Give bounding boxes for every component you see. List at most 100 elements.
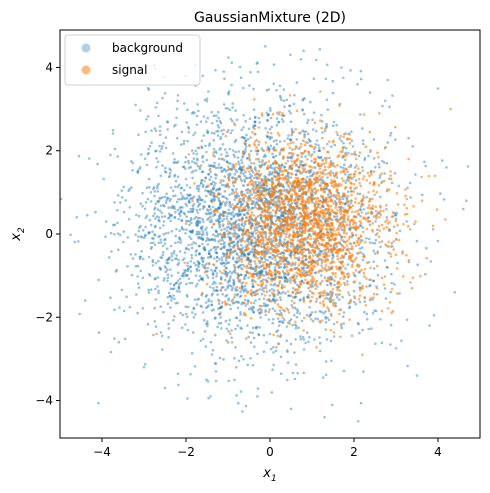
point-signal (280, 200, 283, 203)
point-background (254, 120, 257, 124)
point-background (295, 213, 298, 216)
point-background (212, 186, 215, 190)
point-background (244, 304, 248, 307)
point-background (244, 274, 247, 277)
point-background (211, 273, 215, 276)
point-background (229, 275, 232, 278)
point-background (222, 261, 226, 265)
point-signal (375, 214, 378, 218)
point-background (176, 185, 180, 188)
point-background (326, 283, 329, 287)
point-background (268, 255, 271, 259)
point-background (202, 233, 205, 236)
point-background (183, 102, 186, 105)
point-signal (362, 217, 365, 220)
point-background (239, 273, 243, 277)
point-signal (191, 199, 194, 203)
point-background (405, 318, 409, 322)
point-background (268, 179, 272, 182)
point-signal (338, 248, 341, 251)
point-signal (411, 276, 415, 280)
point-background (217, 157, 221, 160)
point-background (282, 88, 286, 91)
point-background (248, 117, 252, 120)
point-background (152, 186, 156, 189)
point-signal (372, 292, 376, 296)
point-background (192, 306, 195, 310)
point-signal (294, 261, 297, 265)
point-signal (287, 311, 291, 314)
point-background (209, 238, 213, 241)
point-background (240, 252, 244, 256)
point-signal (247, 232, 251, 235)
point-background (190, 281, 194, 285)
point-background (178, 277, 182, 281)
point-signal (372, 215, 376, 218)
point-background (424, 272, 427, 276)
point-background (310, 159, 313, 163)
point-signal (230, 203, 234, 206)
point-background (180, 186, 184, 189)
point-background (166, 258, 170, 261)
point-background (230, 288, 234, 292)
point-background (329, 339, 333, 343)
point-background (272, 346, 275, 349)
point-background (280, 313, 283, 317)
point-signal (366, 206, 370, 210)
point-background (248, 84, 251, 87)
point-signal (296, 218, 300, 221)
point-background (197, 187, 201, 190)
point-signal (406, 224, 410, 228)
point-background (243, 178, 246, 182)
point-signal (248, 181, 252, 184)
point-signal (329, 204, 333, 208)
point-background (184, 177, 188, 181)
point-background (361, 246, 364, 249)
point-signal (295, 163, 299, 167)
point-signal (279, 259, 282, 262)
point-background (151, 258, 155, 262)
point-signal (349, 199, 353, 202)
point-background (383, 172, 387, 175)
point-background (271, 257, 274, 260)
point-background (325, 122, 328, 126)
point-background (238, 162, 241, 166)
point-background (143, 363, 147, 366)
point-signal (329, 300, 333, 303)
point-background (396, 261, 399, 265)
point-background (256, 61, 259, 64)
point-background (225, 266, 228, 270)
point-background (184, 232, 187, 235)
point-signal (392, 240, 396, 243)
point-background (215, 230, 218, 234)
point-signal (275, 111, 279, 115)
point-signal (317, 225, 320, 229)
point-background (159, 267, 162, 271)
point-background (212, 197, 215, 201)
point-background (317, 258, 321, 261)
point-background (219, 121, 223, 125)
point-background (343, 163, 346, 166)
point-background (389, 290, 393, 294)
point-signal (322, 238, 326, 242)
point-background (362, 208, 366, 211)
point-background (204, 212, 208, 215)
point-background (342, 141, 345, 145)
point-background (227, 92, 230, 96)
point-background (238, 235, 241, 238)
point-signal (240, 209, 244, 212)
point-signal (237, 277, 240, 281)
point-signal (378, 229, 382, 232)
point-background (251, 233, 255, 236)
point-background (292, 210, 296, 214)
point-signal (354, 197, 357, 200)
point-signal (309, 243, 312, 247)
point-signal (276, 334, 280, 338)
point-background (217, 126, 221, 129)
point-background (168, 171, 172, 175)
point-signal (256, 222, 260, 226)
point-background (270, 166, 273, 170)
point-background (195, 230, 199, 233)
point-signal (244, 231, 248, 234)
point-background (300, 271, 304, 275)
